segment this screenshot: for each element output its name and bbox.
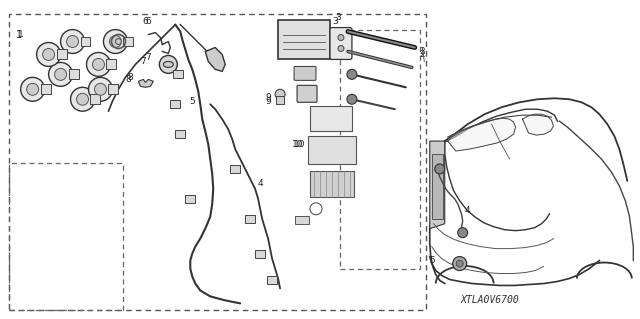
Text: XTLA0V6700: XTLA0V6700 — [460, 295, 519, 305]
Bar — [68, 70, 79, 79]
Circle shape — [67, 35, 79, 48]
Circle shape — [159, 56, 177, 73]
Text: 7: 7 — [141, 57, 147, 66]
Text: 3: 3 — [332, 17, 338, 26]
Circle shape — [93, 58, 104, 70]
Text: 4: 4 — [257, 179, 263, 189]
Bar — [267, 277, 277, 285]
Text: 8: 8 — [127, 73, 133, 82]
Text: 10: 10 — [292, 140, 304, 149]
Bar — [170, 100, 180, 108]
Text: 6: 6 — [143, 17, 148, 26]
Circle shape — [347, 94, 357, 104]
Text: 4: 4 — [465, 206, 470, 215]
Bar — [340, 30, 420, 269]
FancyBboxPatch shape — [330, 27, 352, 59]
Bar — [276, 96, 284, 104]
Polygon shape — [205, 48, 225, 71]
Circle shape — [338, 46, 344, 51]
Text: 5: 5 — [189, 97, 195, 106]
Circle shape — [275, 89, 285, 99]
Text: 2: 2 — [419, 50, 424, 59]
Circle shape — [338, 34, 344, 41]
Text: 1: 1 — [15, 30, 22, 40]
Circle shape — [88, 78, 113, 101]
Text: 9: 9 — [265, 97, 271, 106]
Polygon shape — [138, 79, 154, 87]
Bar — [310, 171, 354, 197]
Polygon shape — [448, 118, 516, 151]
Bar — [90, 94, 100, 104]
Circle shape — [86, 52, 111, 76]
Bar — [40, 84, 51, 94]
Bar — [310, 106, 352, 131]
Circle shape — [458, 228, 468, 238]
Bar — [106, 59, 116, 70]
Text: 8: 8 — [125, 75, 131, 84]
Bar — [245, 215, 255, 223]
Polygon shape — [522, 114, 554, 135]
Bar — [278, 19, 330, 59]
Bar — [230, 165, 240, 173]
Circle shape — [435, 164, 445, 174]
Circle shape — [77, 93, 88, 105]
Bar — [308, 136, 356, 164]
FancyBboxPatch shape — [294, 66, 316, 80]
Bar — [9, 14, 426, 310]
Bar — [432, 154, 443, 219]
Bar — [9, 163, 124, 310]
Bar — [173, 70, 183, 78]
Text: 9: 9 — [265, 93, 271, 102]
Bar — [255, 249, 265, 257]
Circle shape — [43, 48, 54, 60]
Text: 10: 10 — [294, 140, 306, 149]
Circle shape — [27, 83, 38, 95]
Circle shape — [109, 35, 122, 48]
Circle shape — [61, 30, 84, 54]
Text: 7: 7 — [145, 53, 151, 62]
Circle shape — [104, 30, 127, 54]
Bar — [175, 130, 186, 138]
Bar — [186, 195, 195, 203]
Circle shape — [95, 83, 106, 95]
Text: 5: 5 — [429, 256, 435, 265]
Bar — [81, 37, 90, 47]
Circle shape — [36, 42, 61, 66]
Polygon shape — [430, 141, 445, 229]
Circle shape — [20, 78, 45, 101]
Circle shape — [347, 70, 357, 79]
Circle shape — [456, 260, 463, 267]
Circle shape — [115, 39, 122, 45]
Circle shape — [49, 63, 72, 86]
Text: 6: 6 — [145, 17, 151, 26]
Bar — [295, 216, 309, 224]
Bar — [108, 84, 118, 94]
Circle shape — [452, 256, 467, 271]
Text: 3: 3 — [335, 13, 341, 22]
Bar — [124, 37, 133, 47]
Text: 2: 2 — [419, 47, 424, 56]
Bar — [56, 49, 67, 59]
Circle shape — [54, 68, 67, 80]
Circle shape — [70, 87, 95, 111]
Ellipse shape — [163, 62, 173, 67]
FancyBboxPatch shape — [297, 85, 317, 102]
Text: 1: 1 — [18, 30, 24, 39]
